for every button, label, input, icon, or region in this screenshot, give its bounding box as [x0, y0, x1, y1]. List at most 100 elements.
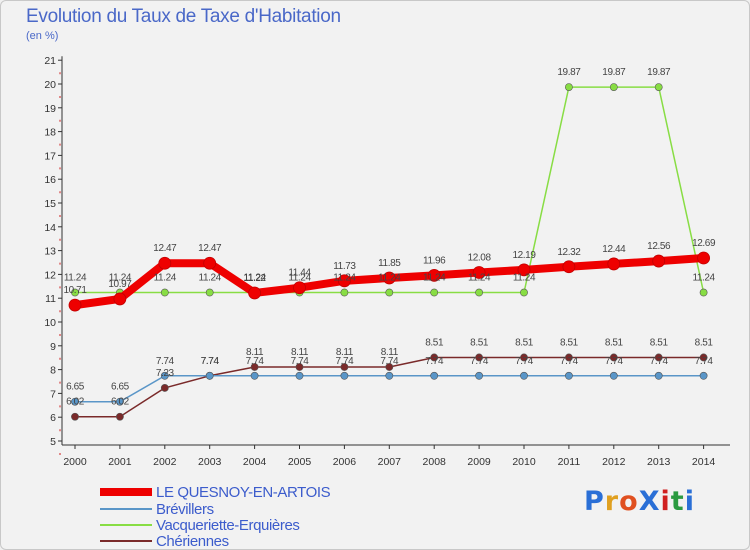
data-label: 12.69 [692, 238, 716, 249]
data-point [385, 371, 394, 380]
data-point [565, 371, 573, 380]
data-point [116, 397, 124, 406]
data-label: 8.11 [381, 347, 399, 358]
data-point [697, 251, 710, 265]
data-point [385, 288, 394, 297]
data-label: 11.24 [154, 272, 177, 283]
data-label: 11.22 [243, 273, 266, 284]
x-tick-label: 2006 [333, 456, 357, 468]
y-tick-label: 11 [45, 293, 56, 305]
x-tick-label: 2005 [288, 456, 312, 468]
y-tick-label: 14 [44, 222, 56, 234]
x-tick-label: 2012 [602, 456, 626, 468]
data-point [382, 271, 396, 285]
data-label: 11.24 [109, 272, 132, 283]
data-label: 7.74 [515, 356, 534, 367]
data-point [430, 353, 439, 362]
data-label: 12.47 [198, 243, 222, 254]
y-tick-label: 12 [44, 269, 56, 281]
data-label: 11.44 [288, 268, 311, 279]
legend-item-cheriennes: Chériennes [100, 533, 400, 550]
data-point [340, 371, 349, 380]
data-label: 11.24 [199, 272, 222, 283]
data-label: 10.71 [63, 285, 87, 296]
data-point [158, 256, 172, 270]
data-label: 8.11 [291, 347, 309, 358]
legend-swatch [100, 488, 152, 496]
data-point [337, 274, 351, 288]
logo-letter: X [638, 486, 661, 517]
data-point [520, 371, 528, 380]
data-label: 7.74 [605, 356, 624, 367]
x-tick-label: 2013 [647, 456, 671, 468]
logo-letter: P [584, 486, 605, 517]
data-label: 7.74 [246, 356, 265, 367]
brand-logo: ProXiti [584, 486, 695, 517]
data-label: 19.87 [557, 67, 581, 78]
data-point [475, 353, 483, 362]
data-label: 11.24 [378, 272, 401, 283]
x-tick-label: 2007 [378, 456, 402, 468]
y-tick-label: 21 [44, 55, 56, 67]
data-label: 8.51 [425, 337, 444, 348]
legend-swatch [100, 540, 152, 542]
data-label: 11.73 [333, 261, 356, 272]
data-point [203, 256, 217, 270]
data-point [654, 353, 663, 362]
data-point [475, 371, 483, 380]
data-point [160, 384, 169, 392]
data-point [562, 260, 576, 274]
data-label: 8.51 [560, 337, 579, 348]
data-label: 7.74 [291, 356, 310, 367]
y-tick-label: 5 [50, 436, 56, 448]
data-point [71, 397, 79, 406]
data-point [205, 371, 214, 380]
data-label: 8.51 [650, 337, 669, 348]
y-tick-label: 10 [44, 317, 56, 329]
y-tick-label: 13 [44, 246, 56, 258]
data-point [652, 254, 666, 268]
data-point [71, 412, 79, 421]
y-tick-label: 9 [50, 341, 56, 353]
data-point [609, 83, 618, 91]
data-point [565, 83, 573, 91]
x-tick-label: 2003 [198, 456, 222, 468]
data-point [654, 83, 663, 91]
x-tick-label: 2002 [153, 456, 177, 468]
data-label: 12.08 [468, 252, 492, 263]
logo-letter: i [684, 486, 695, 517]
data-label: 11.24 [64, 272, 87, 283]
data-point [160, 288, 169, 297]
data-label: 7.23 [156, 368, 175, 379]
data-point [68, 298, 82, 312]
data-point [565, 353, 573, 362]
legend-item-brevillers: Brévillers [100, 501, 400, 518]
data-point [340, 288, 349, 297]
x-tick-label: 2011 [558, 456, 581, 468]
logo-letter: r [604, 486, 620, 517]
data-label: 6.02 [66, 397, 85, 408]
data-label: 6.02 [111, 397, 130, 408]
data-point [517, 263, 531, 277]
data-label: 12.47 [153, 243, 177, 254]
data-label: 8.51 [605, 337, 624, 348]
x-tick-label: 2004 [243, 456, 267, 468]
chart-unit-label: (en %) [26, 30, 59, 42]
data-label: 7.74 [560, 356, 579, 367]
legend-item-le-quesnoy: LE QUESNOY-EN-ARTOIS [100, 484, 400, 501]
data-label: 7.74 [201, 356, 220, 367]
x-tick-label: 2014 [692, 456, 716, 468]
data-label: 11.24 [692, 272, 715, 283]
legend-swatch [100, 508, 152, 510]
data-label: 7.74 [470, 356, 489, 367]
data-point [472, 266, 486, 279]
data-point [699, 288, 708, 297]
data-label: 19.87 [602, 67, 626, 78]
x-tick-label: 2000 [63, 456, 87, 468]
y-tick-label: 6 [50, 412, 56, 424]
data-point [205, 288, 214, 297]
data-point [609, 371, 618, 380]
logo-letter: t [670, 486, 685, 517]
data-label: 8.51 [470, 337, 489, 348]
